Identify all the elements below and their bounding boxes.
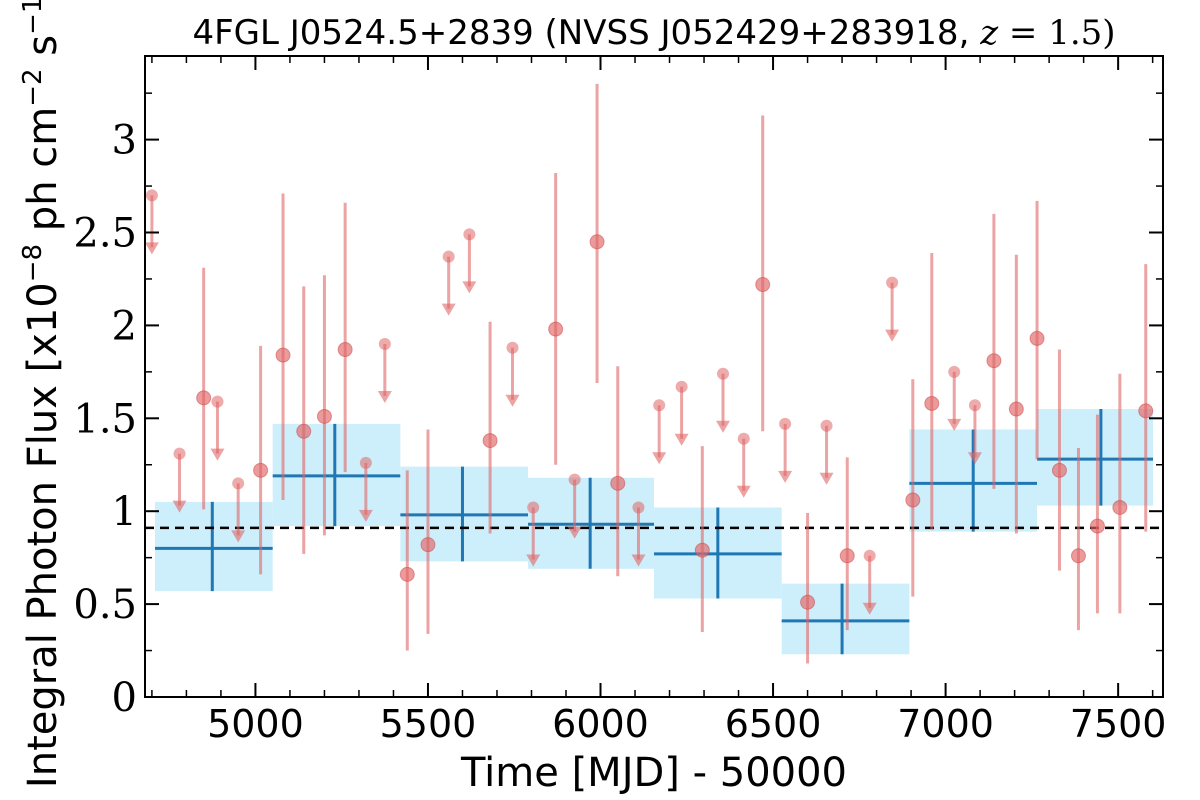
detection-point (610, 475, 626, 491)
upper-limit-point (568, 473, 581, 486)
upper-limit-arrow (377, 390, 392, 403)
upper-limit-point (173, 447, 186, 460)
upper-limit-point (675, 380, 688, 393)
x-axis-label: Time [MJD] - 50000 (460, 750, 847, 796)
upper-limit-arrow (967, 452, 982, 465)
x-tick-label: 5000 (207, 702, 304, 746)
detection-point (589, 234, 605, 250)
y-tick-label: 0.5 (73, 582, 137, 628)
bin-error-box (155, 501, 273, 592)
detection-point (1029, 330, 1045, 346)
detection-point (1008, 401, 1024, 417)
upper-limit-point (145, 189, 158, 202)
upper-limit-arrow (736, 485, 751, 498)
upper-limit-arrow (862, 602, 877, 615)
bin-error-box (781, 583, 910, 655)
axis-ticks-layer: 5000 5500 6000 6500 7000 7500 0 0.5 1 1.5 2 2.5 3 (73, 56, 1166, 746)
y-tick-label: 2.5 (73, 211, 137, 257)
detection-point (482, 433, 498, 449)
detection-point (337, 342, 353, 358)
upper-limit-point (506, 341, 519, 354)
detection-point (986, 353, 1002, 369)
upper-limit-arrow (652, 452, 667, 465)
detection-point (694, 542, 710, 558)
upper-limit-point (442, 250, 455, 263)
detection-point (275, 347, 291, 363)
bin-error-box (1037, 409, 1153, 506)
upper-limit-arrow (567, 526, 582, 539)
detection-point (253, 462, 269, 478)
upper-limit-point (211, 395, 224, 408)
detection-point (1051, 462, 1067, 478)
y-tick-label: 3 (112, 118, 137, 164)
detection-point (548, 321, 564, 337)
upper-limit-arrow (526, 554, 541, 567)
upper-limit-arrow (674, 433, 689, 446)
detection-point (905, 492, 921, 508)
upper-limit-point (653, 399, 666, 412)
upper-limit-point (820, 419, 833, 432)
x-tick-label: 5500 (380, 702, 477, 746)
detection-point (1112, 499, 1128, 515)
y-tick-label: 2 (112, 303, 137, 349)
y-tick-label: 1 (112, 489, 137, 535)
flux-points-layer (144, 83, 1154, 664)
x-tick-label: 7000 (897, 702, 994, 746)
upper-limit-arrow (231, 530, 246, 543)
detection-point (755, 277, 771, 293)
y-tick-label: 1.5 (73, 396, 137, 442)
y-tick-label: 0 (112, 675, 137, 721)
upper-limit-arrow (778, 470, 793, 483)
detection-point (1138, 403, 1154, 419)
upper-limit-arrow (441, 303, 456, 316)
upper-limit-arrow (631, 554, 646, 567)
detection-point (924, 395, 940, 411)
upper-limit-point (968, 399, 981, 412)
detection-point (800, 594, 816, 610)
upper-limit-arrow (885, 329, 900, 342)
upper-limit-point (232, 477, 245, 490)
upper-limit-point (779, 417, 792, 430)
detection-point (399, 566, 415, 582)
upper-limit-point (463, 228, 476, 241)
detection-point (420, 537, 436, 553)
upper-limit-point (948, 365, 961, 378)
upper-limit-point (717, 367, 730, 380)
y-axis-label: Integral Photon Flux [x10−8 ph cm−2 s−1] (18, 0, 66, 788)
x-tick-label: 7500 (1070, 702, 1167, 746)
upper-limit-arrow (505, 394, 520, 407)
x-tick-label: 6000 (552, 702, 649, 746)
upper-limit-arrow (172, 500, 187, 513)
detection-point (296, 423, 312, 439)
upper-limit-point (863, 549, 876, 562)
upper-limit-arrow (462, 281, 477, 294)
upper-limit-point (527, 501, 540, 514)
upper-limit-point (886, 276, 899, 289)
detection-point (839, 548, 855, 564)
plot-frame (144, 55, 1164, 698)
upper-limit-point (378, 337, 391, 350)
upper-limit-arrow (716, 420, 731, 433)
upper-limit-point (359, 456, 372, 469)
upper-limit-point (737, 432, 750, 445)
upper-limit-arrow (947, 418, 962, 431)
detection-point (196, 390, 212, 406)
chart-title: 4FGL J0524.5+2839 (NVSS J052429+283918, … (192, 13, 1115, 53)
detection-point (1089, 518, 1105, 534)
detection-point (316, 408, 332, 424)
upper-limit-arrow (358, 509, 373, 522)
upper-limit-arrow (819, 472, 834, 485)
upper-limit-arrow (144, 242, 159, 255)
x-tick-label: 6500 (725, 702, 822, 746)
detection-point (1070, 548, 1086, 564)
upper-limit-point (632, 501, 645, 514)
upper-limit-arrow (210, 448, 225, 461)
